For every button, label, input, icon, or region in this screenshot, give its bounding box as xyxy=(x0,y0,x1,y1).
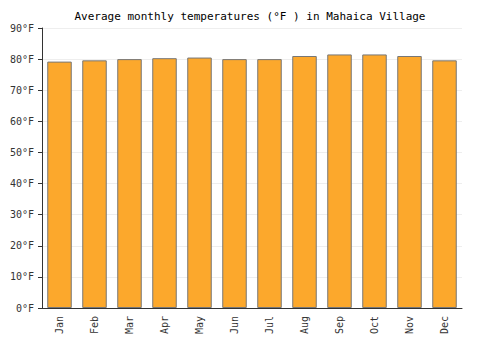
svg-text:Nov: Nov xyxy=(404,316,415,334)
svg-text:60°F: 60°F xyxy=(10,116,34,127)
svg-text:Jul: Jul xyxy=(264,316,275,334)
svg-text:Jun: Jun xyxy=(229,316,240,334)
svg-text:20°F: 20°F xyxy=(10,240,34,251)
svg-text:Jan: Jan xyxy=(54,316,65,334)
svg-text:50°F: 50°F xyxy=(10,147,34,158)
svg-text:90°F: 90°F xyxy=(10,23,34,34)
svg-text:Feb: Feb xyxy=(89,316,100,334)
svg-text:Oct: Oct xyxy=(369,316,380,334)
svg-text:10°F: 10°F xyxy=(10,271,34,282)
svg-text:30°F: 30°F xyxy=(10,209,34,220)
svg-text:80°F: 80°F xyxy=(10,54,34,65)
svg-text:0°F: 0°F xyxy=(16,303,34,314)
svg-text:Average monthly temperatures (: Average monthly temperatures (°F ) in Ma… xyxy=(75,10,426,23)
svg-text:40°F: 40°F xyxy=(10,178,34,189)
svg-text:Aug: Aug xyxy=(299,316,310,334)
svg-text:May: May xyxy=(194,316,205,334)
svg-text:Apr: Apr xyxy=(159,316,170,334)
svg-text:70°F: 70°F xyxy=(10,85,34,96)
svg-text:Mar: Mar xyxy=(124,316,135,334)
svg-text:Sep: Sep xyxy=(334,316,345,334)
svg-text:Dec: Dec xyxy=(439,316,450,334)
